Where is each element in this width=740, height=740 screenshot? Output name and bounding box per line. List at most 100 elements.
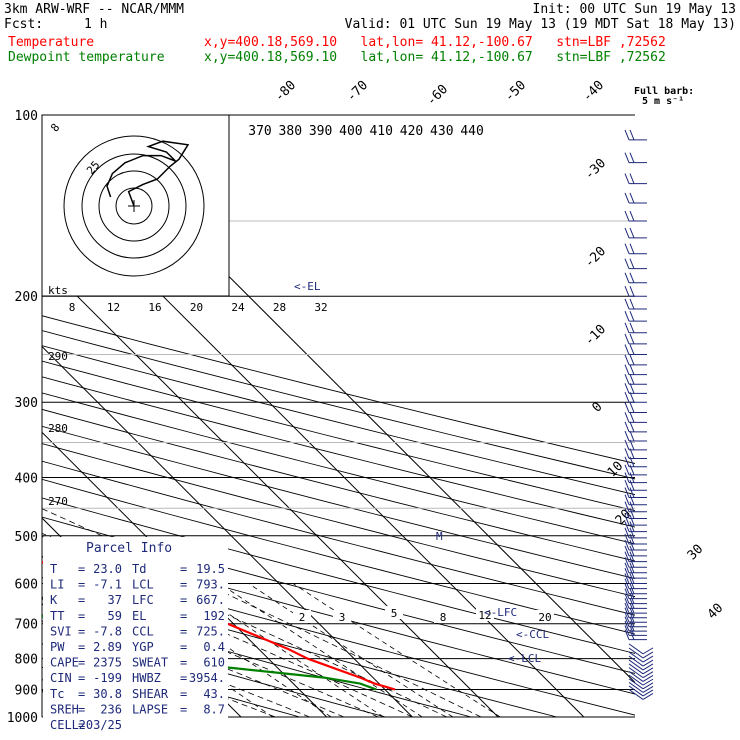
- wind-barb-flag: [629, 598, 635, 609]
- wind-barb-flag: [624, 514, 630, 526]
- wind-barb-flag: [629, 173, 635, 184]
- dry-adiabat: [42, 620, 386, 718]
- wind-barb-flag: [624, 551, 630, 562]
- parcel-info-title: Parcel Info: [86, 541, 172, 556]
- wind-barb-flag: [629, 573, 635, 584]
- wind-barb-flag: [629, 243, 635, 254]
- wind-barb-flag: [624, 494, 630, 505]
- parcel-info-label: LFC: [132, 593, 154, 607]
- wind-barb-flag: [629, 508, 635, 519]
- forecast-label: Fcst:: [4, 17, 44, 32]
- wind-barb-staff: [628, 647, 644, 659]
- theta-e-label-bg: [365, 123, 398, 137]
- parcel-info-value: 43.: [203, 687, 225, 701]
- theta-e-label: 400: [339, 124, 362, 139]
- wind-barb-flag: [624, 487, 630, 498]
- wind-barb-staff: [628, 685, 644, 697]
- parcel-info-equals: =: [78, 687, 85, 701]
- wind-barb-flag: [629, 439, 635, 451]
- parcel-info-equals: =: [180, 656, 187, 670]
- theta-label: 290: [48, 350, 68, 363]
- valid-time: Valid: 01 UTC Sun 19 May 13 (19 MDT Sat …: [344, 17, 736, 32]
- pressure-tick-label: 500: [15, 530, 38, 545]
- wind-barb-staff: [628, 663, 644, 675]
- wind-barb-flag: [642, 647, 654, 655]
- parcel-info-value: 37: [108, 593, 122, 607]
- pressure-tick-label: 200: [15, 290, 38, 305]
- parcel-info-equals: =: [78, 656, 85, 670]
- parcel-info-equals: =: [180, 671, 187, 685]
- location-dewpoint: x,y=400.18,569.10 lat,lon= 41.12,-100.67…: [204, 50, 666, 65]
- wind-barb-staff: [628, 681, 644, 693]
- wind-barb-flag: [629, 562, 635, 573]
- wind-barb-flag: [629, 464, 635, 475]
- mixing-ratio-label: 5: [391, 607, 398, 620]
- wind-barb-flag: [642, 674, 654, 682]
- parcel-info-label: TT: [50, 609, 64, 623]
- model-title: 3km ARW-WRF -- NCAR/MMM: [4, 2, 185, 17]
- wind-barb-flag: [629, 533, 635, 545]
- parcel-info-value: 192: [203, 609, 225, 623]
- wind-barb-flag: [629, 364, 635, 375]
- wind-barb-flag: [624, 620, 630, 632]
- wind-barb-flag: [624, 392, 630, 403]
- hodograph-speed-label: 8: [69, 301, 76, 314]
- parcel-info-label: LCL: [132, 578, 154, 592]
- wind-barb-staff: [628, 643, 644, 655]
- parcel-info-equals: =: [180, 702, 187, 716]
- wind-barb-flag: [624, 472, 630, 483]
- temperature-axis-label: -30: [582, 156, 609, 183]
- parcel-info-bg: [43, 537, 228, 727]
- theta-label: 280: [48, 422, 68, 435]
- theta-e-label: 420: [400, 124, 423, 139]
- wind-barb-flag: [629, 557, 635, 568]
- wind-barb-flag: [642, 671, 654, 679]
- wind-barb-flag: [629, 501, 635, 512]
- wind-barb-flag: [624, 598, 630, 609]
- mixing-ratio-label-bg: [536, 610, 554, 623]
- hodograph-speed-label: 16: [148, 301, 161, 314]
- init-time: Init: 00 UTC Sun 19 May 13: [532, 2, 737, 17]
- parcel-info-value: 667.: [196, 593, 225, 607]
- wind-barb-flag: [642, 678, 654, 686]
- wind-barb-flag: [642, 655, 654, 663]
- parcel-info-equals: =: [78, 640, 85, 654]
- wind-barb-flag: [624, 354, 630, 365]
- hodograph-ring: [98, 170, 170, 242]
- parcel-info-equals: =: [78, 624, 85, 638]
- wind-barb-flag: [624, 593, 630, 604]
- parcel-info-label: SREH: [50, 702, 79, 716]
- wind-barb-flag: [629, 354, 635, 365]
- wind-barb-flag: [624, 210, 630, 222]
- parcel-info-label: LAPSE: [132, 702, 168, 716]
- mixing-ratio-label: 3: [339, 611, 346, 624]
- wind-barb-staff: [628, 689, 644, 700]
- parcel-info-value: 23.0: [93, 562, 122, 576]
- wind-barb-flag: [642, 651, 654, 659]
- isotherm-line: [42, 345, 413, 718]
- temperature-axis-label: -10: [582, 322, 609, 349]
- mixing-ratio-label: 2: [299, 611, 306, 624]
- location-temperature: x,y=400.18,569.10 lat,lon= 41.12,-100.67…: [204, 35, 666, 50]
- wind-barb-flag: [629, 258, 635, 269]
- theta-e-label-bg: [304, 123, 337, 137]
- wind-barb-flag: [624, 258, 630, 269]
- wind-barb-flag: [629, 192, 635, 204]
- wind-barb-flag: [642, 693, 654, 700]
- wind-barb-flag: [629, 272, 635, 283]
- mixing-ratio-line: [248, 583, 454, 718]
- sounding-profiles: [42, 561, 396, 691]
- wind-barb-staff: [628, 678, 644, 690]
- parcel-info-value: 793.: [196, 578, 225, 592]
- wind-barb-flag: [642, 667, 654, 675]
- wind-barb-flag: [629, 383, 635, 394]
- parcel-info-label: Tc: [50, 687, 64, 701]
- parcel-info-equals: =: [180, 640, 187, 654]
- theta-e-label: 380: [279, 124, 302, 139]
- parcel-info-value: 3954.: [189, 671, 225, 685]
- wind-barb-flag: [624, 173, 630, 184]
- temperature-axis-label: 30: [685, 542, 707, 564]
- wind-barb-flag: [624, 344, 630, 355]
- dry-adiabat: [42, 577, 557, 718]
- wind-barb-flag: [629, 616, 635, 627]
